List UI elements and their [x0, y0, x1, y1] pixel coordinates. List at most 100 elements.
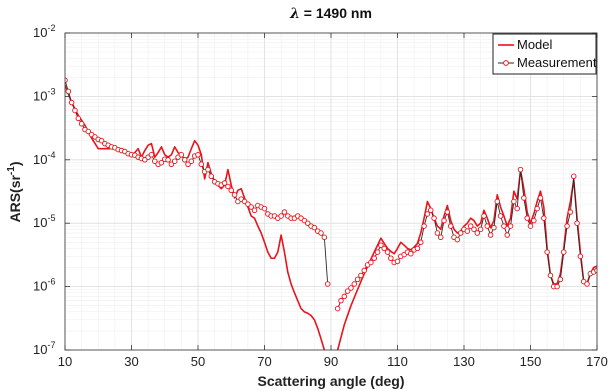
measurement-point: [418, 239, 424, 246]
y-tick-label-base: 10: [33, 152, 47, 167]
y-tick-label-base: 10: [33, 279, 47, 294]
measurement-point: [208, 173, 215, 180]
measurement-point: [514, 205, 520, 212]
measurement-point: [537, 195, 544, 201]
measurement-point: [152, 158, 158, 164]
measurement-point: [178, 152, 185, 158]
legend: Model Measurement: [492, 33, 597, 75]
measurement-point: [338, 297, 344, 304]
legend-measurement-label: Measurement: [517, 55, 597, 70]
measurement-point: [368, 259, 374, 266]
measurement-point: [594, 267, 597, 274]
axes: 10 30 50 70 90 110 130 150 17010-710-610-510-410…: [33, 23, 608, 369]
measurement-point: [424, 211, 431, 217]
measurement-point: [381, 245, 387, 252]
measurement-point: [584, 281, 590, 287]
measurement-point: [484, 223, 491, 229]
x-tick-label: 70: [257, 354, 271, 369]
measurement-point: [168, 161, 175, 168]
measurement-point: [524, 215, 530, 221]
measurement-point: [278, 213, 284, 219]
measurement-point: [158, 159, 165, 166]
measurement-point: [447, 223, 454, 229]
measurement-point: [467, 223, 474, 229]
measurement-point: [245, 201, 251, 207]
measurement-point: [464, 228, 471, 234]
measurement-point: [72, 107, 78, 114]
measurement-point: [501, 223, 507, 229]
measurement-point: [557, 276, 564, 283]
measurement-point: [477, 226, 484, 233]
measurement-point: [454, 236, 461, 243]
measurement-point: [85, 128, 92, 135]
measurement-point: [504, 232, 510, 238]
x-axis-title: Scattering angle (deg): [257, 373, 404, 389]
measurement-point: [68, 99, 75, 106]
measurement-point: [321, 234, 328, 241]
measurement-point: [341, 293, 348, 300]
measurement-point: [511, 198, 517, 205]
y-tick-label-exponent: -4: [47, 150, 55, 160]
measurement-point: [561, 249, 567, 255]
measurement-point: [431, 215, 437, 221]
y-tick-label: 10-4: [33, 150, 55, 167]
y-axis-title-close: ): [7, 161, 23, 166]
y-tick-label-exponent: -5: [47, 213, 55, 223]
measurement-point: [221, 180, 228, 186]
measurement-point: [318, 230, 324, 236]
y-tick-label: 10-3: [33, 86, 55, 103]
measurement-point: [165, 157, 171, 163]
y-axis-title: ARS(sr-1): [6, 161, 23, 222]
measurement-point: [388, 255, 394, 261]
y-tick-label-exponent: -6: [47, 277, 55, 287]
measurement-point: [564, 223, 570, 229]
measurement-point: [574, 220, 580, 226]
measurement-point: [354, 276, 361, 283]
model-series-line: [336, 169, 597, 350]
chart-title-lambda: λ: [289, 6, 300, 22]
measurement-point: [304, 220, 311, 226]
measurement-point: [491, 224, 497, 231]
measurement-point: [371, 255, 377, 261]
legend-model-label: Model: [517, 37, 553, 52]
x-tick-label: 50: [191, 354, 205, 369]
measurement-point: [188, 158, 195, 164]
x-tick-label: 170: [586, 354, 608, 369]
measurement-point: [481, 213, 487, 219]
y-tick-label-exponent: -3: [47, 86, 55, 96]
measurement-point: [408, 250, 414, 257]
x-tick-label: 130: [453, 354, 475, 369]
y-tick-label-base: 10: [33, 25, 47, 40]
measurement-point: [471, 226, 477, 233]
measurement-point: [487, 232, 494, 238]
measurement-point: [567, 209, 574, 215]
y-tick-label-base: 10: [33, 88, 47, 103]
x-tick-label: 150: [520, 354, 542, 369]
measurement-point: [98, 137, 105, 144]
y-tick-label: 10-2: [33, 23, 55, 40]
x-tick-label: 110: [387, 354, 408, 369]
measurement-point: [281, 209, 288, 215]
measurement-point: [494, 198, 501, 205]
measurement-point: [534, 205, 540, 212]
measurement-point: [554, 283, 560, 290]
measurement-point: [517, 166, 524, 173]
y-axis-title-sup: -1: [6, 166, 17, 175]
measurement-point: [225, 183, 231, 190]
measurement-point: [374, 249, 381, 255]
measurement-point: [394, 258, 401, 265]
y-axis-title-main: ARS(sr: [7, 175, 23, 223]
measurement-point: [421, 223, 427, 229]
measurement-point: [344, 288, 351, 294]
measurement-point: [228, 187, 234, 194]
measurement-point: [547, 272, 554, 279]
measurement-point: [248, 204, 254, 210]
y-tick-label-base: 10: [33, 215, 47, 230]
measurement-point: [497, 213, 504, 219]
measurement-point: [428, 207, 434, 214]
measurement-point: [437, 234, 444, 241]
measurement-point: [444, 209, 451, 215]
measurement-point: [541, 215, 547, 221]
y-tick-label: 10-7: [33, 340, 55, 357]
measurement-point: [334, 305, 341, 312]
